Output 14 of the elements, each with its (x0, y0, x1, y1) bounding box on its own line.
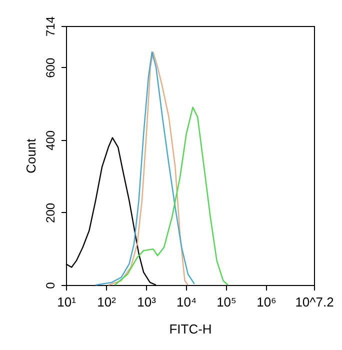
y-tick-label: 200 (44, 202, 58, 223)
x-tick-label: 10² (97, 294, 117, 310)
x-tick-label: 10^7.2 (295, 294, 334, 310)
y-tick-label: 0 (44, 282, 58, 289)
x-axis-title: FITC-H (169, 322, 212, 336)
x-tick-label: 10⁴ (176, 294, 197, 310)
y-axis-title: Count (24, 138, 38, 174)
x-tick-label: 10¹ (57, 294, 77, 310)
y-tick-label: 714 (44, 16, 58, 37)
x-tick-label: 10⁵ (216, 294, 236, 310)
y-tick-label: 400 (44, 130, 58, 150)
x-tick-label: 10³ (137, 294, 157, 310)
y-tick-label: 600 (44, 58, 58, 78)
x-tick-label: 10⁶ (256, 294, 276, 310)
